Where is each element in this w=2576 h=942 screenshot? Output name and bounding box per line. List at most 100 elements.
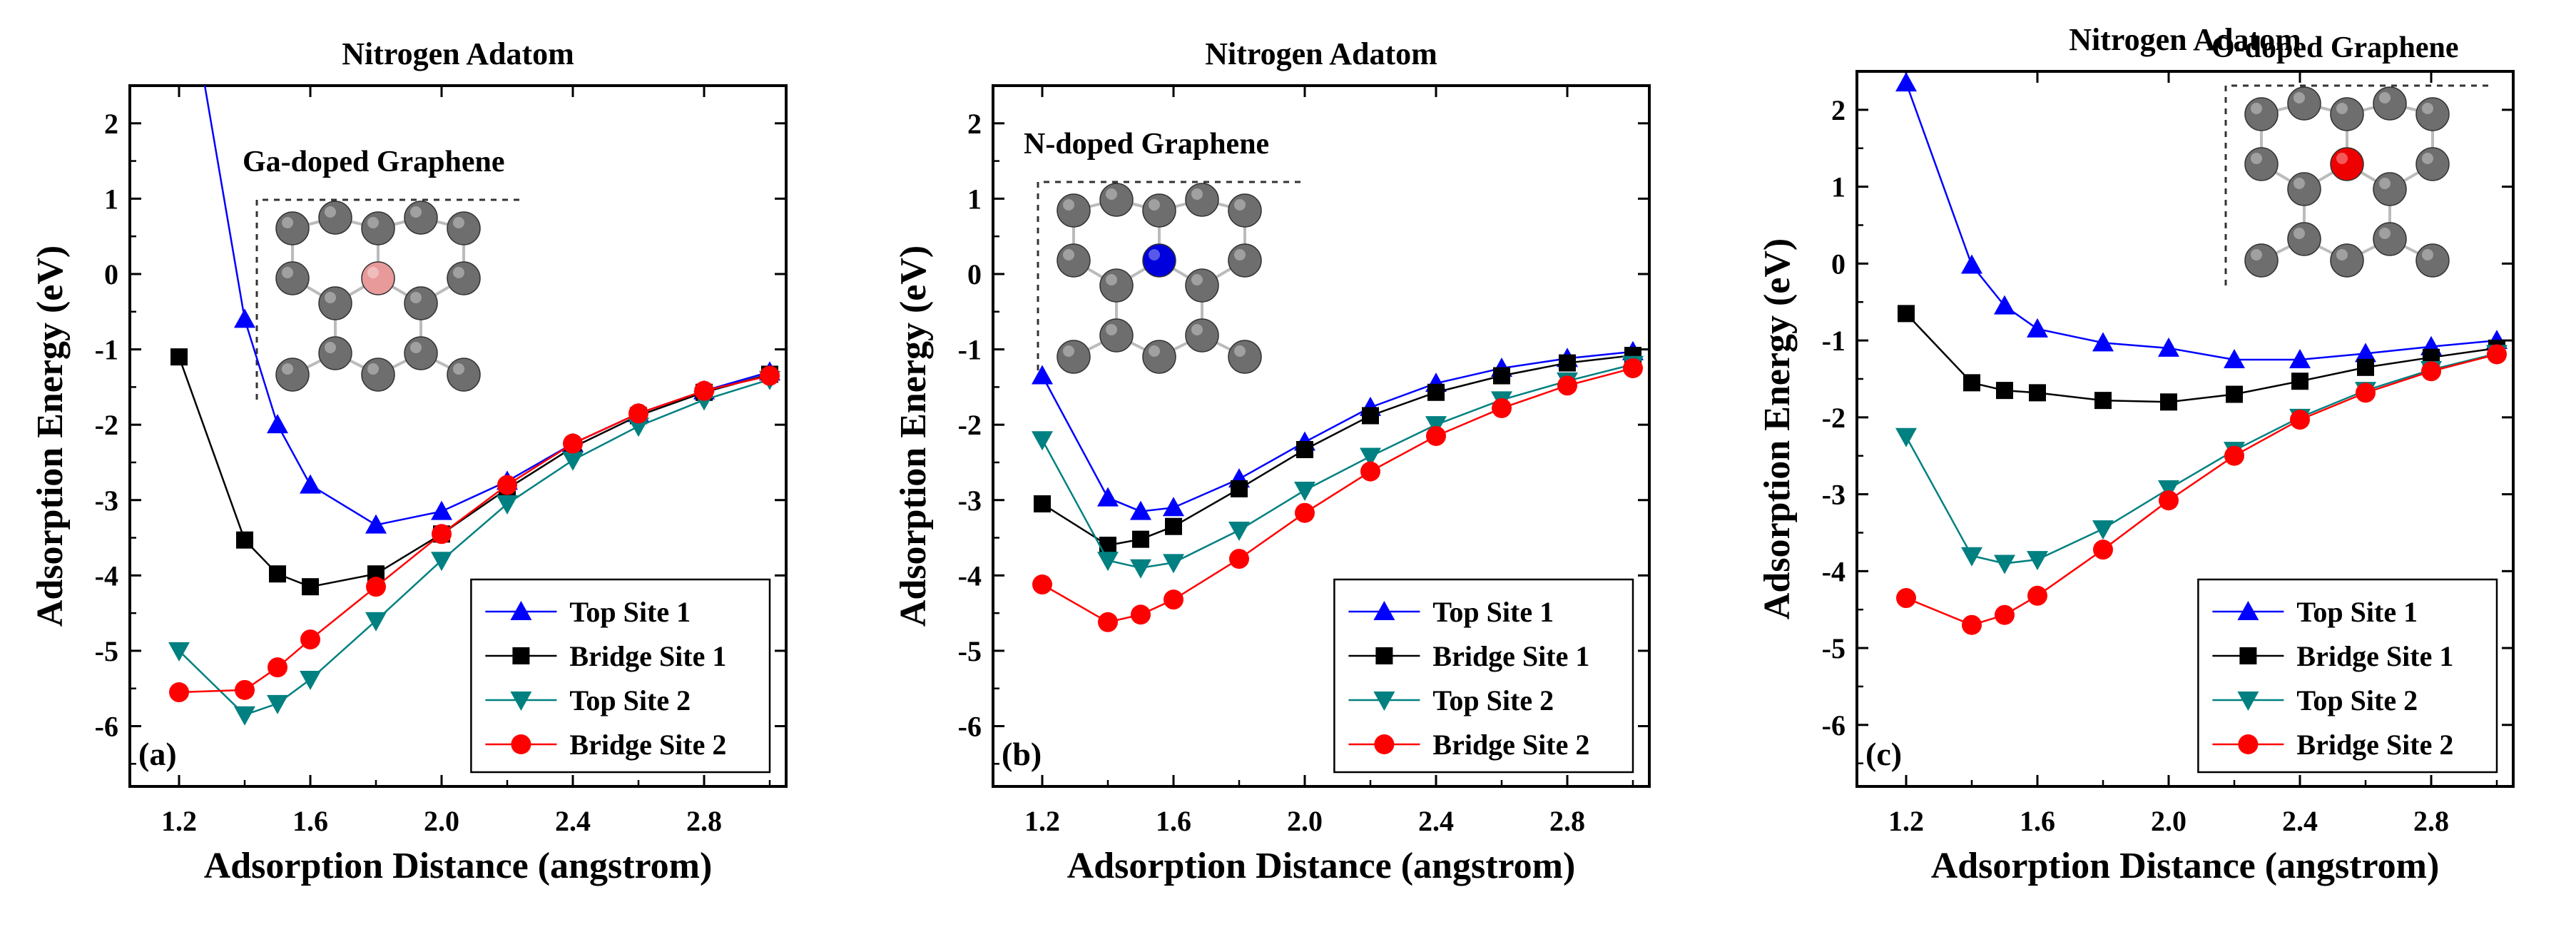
data-point bbox=[1425, 416, 1447, 436]
carbon-atom-highlight bbox=[1191, 274, 1203, 285]
carbon-atom bbox=[1228, 340, 1262, 374]
legend-marker bbox=[510, 601, 532, 620]
dopant-atom-body bbox=[2330, 147, 2364, 181]
carbon-atom bbox=[1228, 243, 1262, 278]
carbon-atom bbox=[1185, 318, 1219, 353]
carbon-atom-highlight bbox=[453, 217, 464, 228]
carbon-atom-body bbox=[404, 336, 438, 370]
data-point bbox=[1032, 574, 1052, 595]
carbon-atom-highlight bbox=[2379, 228, 2391, 239]
carbon-atom-highlight bbox=[453, 363, 464, 375]
data-point bbox=[1557, 375, 1577, 396]
data-point bbox=[1294, 482, 1315, 502]
legend-marker bbox=[2239, 647, 2257, 664]
data-point bbox=[2357, 358, 2374, 376]
y-tick-label: -5 bbox=[1822, 632, 1846, 664]
carbon-atom-highlight bbox=[2379, 92, 2391, 103]
carbon-atom bbox=[2287, 222, 2321, 256]
x-axis-label: Adsorption Distance (angstrom) bbox=[204, 846, 713, 886]
carbon-atom-body bbox=[1099, 268, 1134, 303]
data-point bbox=[1896, 588, 1916, 609]
legend-marker bbox=[512, 647, 530, 664]
y-tick-label: -4 bbox=[958, 559, 982, 592]
data-point bbox=[1097, 487, 1119, 507]
y-tick-label: -3 bbox=[1822, 479, 1846, 511]
y-tick-label: -4 bbox=[1822, 555, 1846, 587]
data-point bbox=[431, 552, 452, 572]
x-tick-label: 1.6 bbox=[2020, 805, 2055, 837]
data-point bbox=[1229, 549, 1249, 569]
data-point bbox=[1130, 559, 1151, 579]
carbon-atom bbox=[2244, 97, 2279, 131]
x-tick-label: 1.2 bbox=[1024, 805, 1060, 837]
dopant-atom-highlight bbox=[367, 267, 379, 278]
legend-label: Top Site 1 bbox=[2296, 596, 2418, 628]
carbon-atom bbox=[1099, 318, 1134, 353]
dopant-atom-highlight bbox=[2336, 153, 2348, 164]
data-point bbox=[2355, 343, 2376, 363]
data-point bbox=[1623, 358, 1643, 378]
legend-marker bbox=[2237, 601, 2259, 620]
x-tick-label: 1.6 bbox=[1156, 805, 1191, 837]
data-point bbox=[1032, 365, 1053, 385]
carbon-atom-highlight bbox=[1234, 199, 1246, 211]
graphene-inset: O-doped Graphene bbox=[2211, 31, 2490, 285]
carbon-atom-highlight bbox=[410, 206, 422, 218]
data-point bbox=[2291, 373, 2308, 390]
carbon-atom-body bbox=[1099, 183, 1134, 217]
data-point bbox=[302, 578, 319, 596]
data-point bbox=[1097, 552, 1119, 572]
legend: Top Site 1 Bridge Site 1 Top Site 2 Bridge … bbox=[1333, 578, 1634, 774]
panel-label: (b) bbox=[1002, 736, 1042, 772]
data-point bbox=[1492, 397, 1512, 418]
carbon-atom-body bbox=[1057, 193, 1091, 228]
data-point bbox=[1493, 367, 1510, 385]
legend-label: Top Site 2 bbox=[2296, 684, 2418, 716]
carbon-atom bbox=[447, 211, 481, 245]
data-point bbox=[2158, 480, 2179, 500]
plot-frame bbox=[128, 84, 788, 788]
legend-label: Top Site 1 bbox=[569, 596, 691, 628]
carbon-atom bbox=[1228, 193, 1262, 228]
carbon-atom-body bbox=[447, 261, 481, 295]
carbon-atom-body bbox=[318, 286, 352, 320]
carbon-atom-body bbox=[1142, 193, 1176, 228]
carbon-atom-body bbox=[1228, 243, 1262, 278]
carbon-atom-highlight bbox=[282, 267, 293, 278]
carbon-atom bbox=[1099, 268, 1134, 303]
series-top_site_2 bbox=[1895, 345, 2508, 574]
data-point bbox=[694, 380, 714, 401]
carbon-atom-highlight bbox=[410, 342, 422, 353]
carbon-atom-body bbox=[2244, 147, 2279, 181]
data-point bbox=[628, 417, 649, 437]
carbon-atom-highlight bbox=[1149, 199, 1160, 211]
carbon-atom bbox=[2415, 243, 2450, 278]
carbon-atom bbox=[2373, 222, 2407, 256]
carbon-atom-highlight bbox=[1063, 249, 1074, 260]
carbon-atom bbox=[318, 286, 352, 320]
chart-panel-3: Nitrogen Adatom 1.2 1.6 2.0 2.4 2.8 2 1 0 -1 -2 -3 -… bbox=[1757, 22, 2515, 886]
y-tick-label: -6 bbox=[95, 711, 118, 743]
data-point bbox=[1962, 614, 1982, 635]
carbon-atom-body bbox=[1228, 340, 1262, 374]
y-tick-label: 2 bbox=[1831, 94, 1846, 126]
legend-label: Bridge Site 2 bbox=[2296, 729, 2453, 761]
carbon-atom-highlight bbox=[325, 292, 336, 303]
data-point bbox=[497, 475, 517, 495]
x-tick-label: 2.0 bbox=[424, 805, 459, 837]
x-tick-label: 2.8 bbox=[1549, 805, 1585, 837]
x-tick-label: 2.0 bbox=[1287, 805, 1323, 837]
carbon-atom-highlight bbox=[2379, 178, 2391, 189]
carbon-atom-body bbox=[361, 211, 395, 245]
legend-label: Top Site 2 bbox=[1432, 684, 1554, 716]
data-point bbox=[1295, 502, 1315, 523]
legend-label: Bridge Site 1 bbox=[2296, 640, 2453, 672]
y-tick-label: 2 bbox=[967, 108, 982, 140]
carbon-atom bbox=[1142, 193, 1176, 228]
data-point bbox=[267, 414, 288, 434]
y-tick-label: -2 bbox=[958, 409, 982, 441]
carbon-atom bbox=[361, 358, 395, 392]
data-point bbox=[168, 642, 190, 662]
data-point bbox=[2027, 551, 2048, 571]
series-bridge_site_1 bbox=[1034, 347, 1641, 554]
